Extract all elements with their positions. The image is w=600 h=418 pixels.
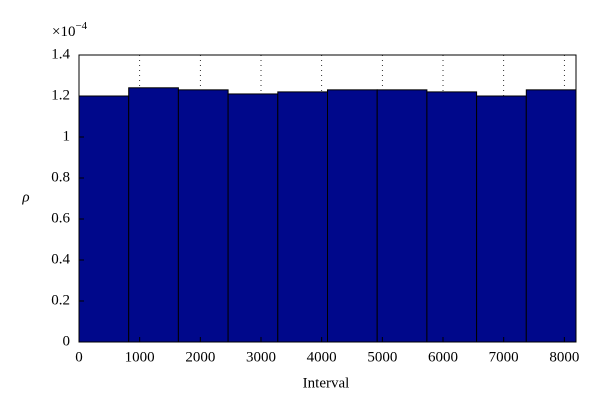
- multiplier-exponent: −4: [75, 20, 87, 32]
- bar: [128, 87, 179, 343]
- x-tick-label: 7000: [489, 349, 519, 365]
- x-axis-label: Interval: [303, 375, 350, 391]
- x-tick-label: 2000: [185, 349, 215, 365]
- multiplier-base: ×10: [52, 24, 75, 40]
- bar: [78, 95, 130, 343]
- x-tick-label: 5000: [367, 349, 397, 365]
- bar: [277, 91, 328, 343]
- y-tick-label: 0.2: [51, 292, 70, 308]
- bar: [426, 91, 478, 343]
- x-tick-label: 4000: [307, 349, 337, 365]
- bar: [227, 93, 279, 343]
- y-tick-label: 0.6: [51, 210, 70, 226]
- y-multiplier: ×10−4: [52, 20, 88, 41]
- x-tick-label: 6000: [428, 349, 458, 365]
- bar: [177, 89, 229, 343]
- bar: [525, 89, 577, 343]
- x-tick-label: 0: [75, 349, 83, 365]
- y-tick-label: 1.4: [51, 46, 70, 62]
- plot-frame: [78, 54, 577, 343]
- y-tick-label: 1: [63, 128, 71, 144]
- bar: [476, 95, 527, 343]
- y-tick-label: 0.4: [51, 251, 70, 267]
- bar: [327, 89, 378, 343]
- y-tick-label: 1.2: [51, 87, 70, 103]
- x-tick-label: 3000: [246, 349, 276, 365]
- x-tick-label: 1000: [125, 349, 155, 365]
- y-tick-label: 0: [63, 333, 71, 349]
- x-tick-label: 8000: [549, 349, 579, 365]
- bar: [376, 89, 428, 343]
- y-axis-label: ρ: [21, 189, 29, 205]
- y-tick-label: 0.8: [51, 169, 70, 185]
